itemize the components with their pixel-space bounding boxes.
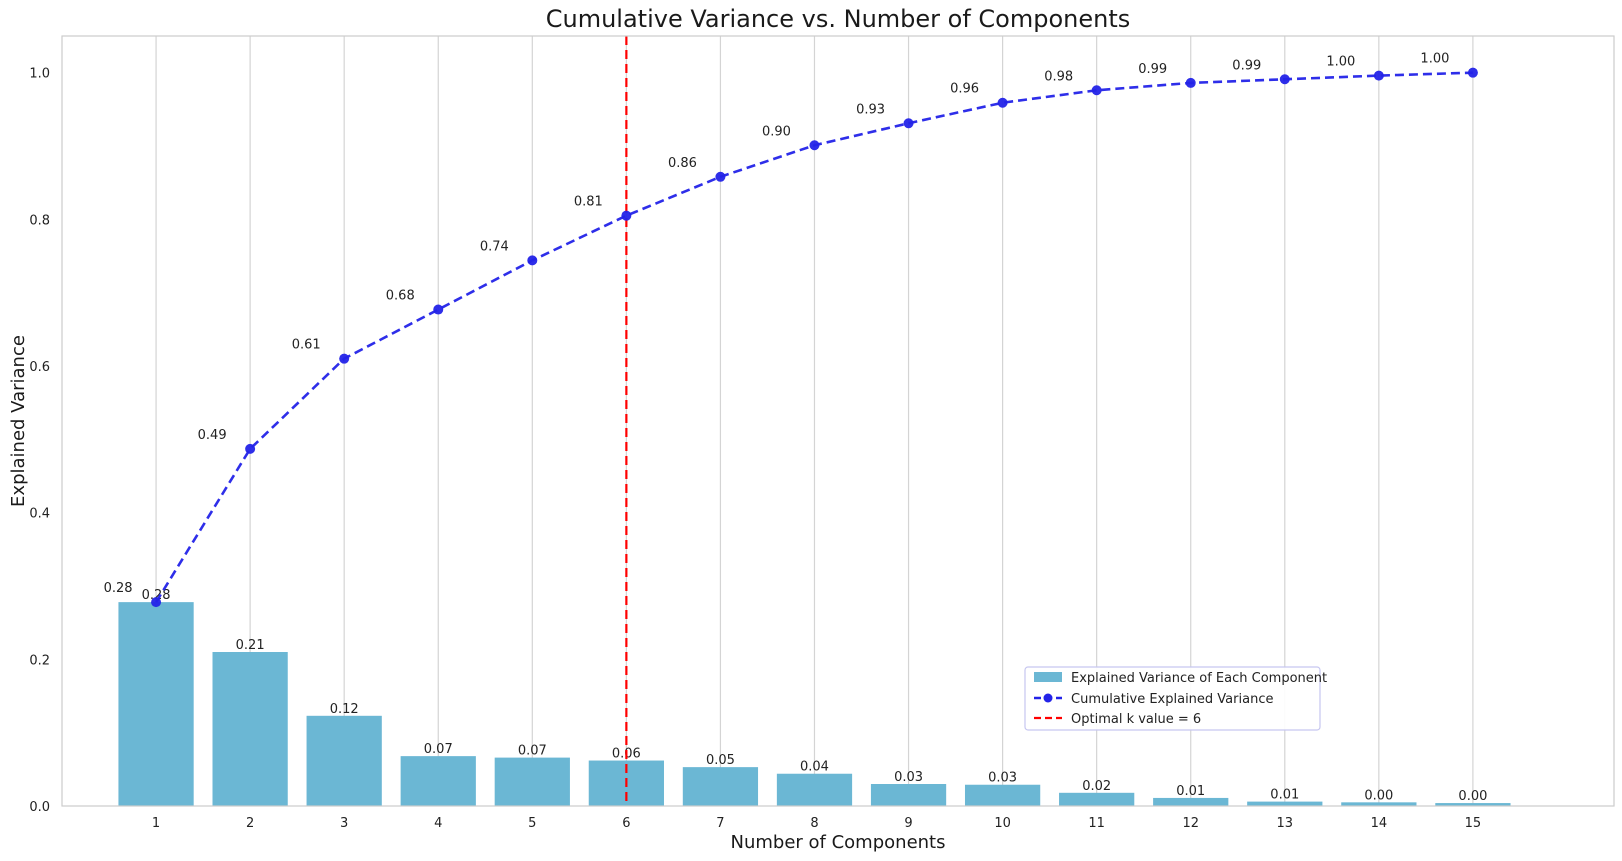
bar xyxy=(400,756,476,806)
bar-data-labels: 0.280.210.120.070.070.060.050.040.030.03… xyxy=(142,588,1488,804)
cumulative-value-label: 0.93 xyxy=(856,102,885,117)
bar-value-label: 0.12 xyxy=(330,702,359,717)
bar-series xyxy=(118,602,1511,806)
x-axis-label: Number of Components xyxy=(731,832,946,853)
bar-value-label: 0.04 xyxy=(800,760,829,775)
bar xyxy=(306,715,382,806)
y-tick-label: 0.0 xyxy=(29,800,50,815)
bar xyxy=(1435,803,1511,806)
cumulative-value-label: 0.28 xyxy=(104,581,133,596)
cumulative-value-label: 0.61 xyxy=(292,338,321,353)
cumulative-value-label: 1.00 xyxy=(1326,55,1355,70)
cumulative-data-labels: 0.28 0.49 0.61 0.68 0.74 0.81 0.86 0.90 0.93 0.96… xyxy=(104,52,1450,596)
cumulative-value-label: 0.98 xyxy=(1044,69,1073,84)
cumulative-marker xyxy=(151,597,162,608)
legend-vline-label: Optimal k value = 6 xyxy=(1071,712,1201,727)
bar xyxy=(776,773,853,806)
x-tick-label: 8 xyxy=(810,816,818,831)
bar xyxy=(494,757,570,806)
y-axis-label: Explained Variance xyxy=(8,335,29,507)
cumulative-marker xyxy=(809,140,820,151)
cumulative-marker xyxy=(1185,77,1196,88)
cumulative-marker xyxy=(433,304,444,315)
x-tick-label: 13 xyxy=(1277,816,1294,831)
cumulative-marker xyxy=(715,171,726,182)
x-tick-label: 6 xyxy=(622,816,630,831)
plot-background xyxy=(62,36,1614,806)
cumulative-marker xyxy=(1091,85,1102,96)
x-tick-label: 9 xyxy=(904,816,912,831)
cumulative-value-label: 0.96 xyxy=(950,82,979,97)
cumulative-markers xyxy=(151,67,1478,608)
y-tick-label: 1.0 xyxy=(29,67,50,82)
bar-value-label: 0.01 xyxy=(1176,784,1205,799)
x-tick-labels: 1 2 3 4 5 6 7 8 9 10 11 12 13 14 15 xyxy=(152,816,1481,831)
cumulative-marker xyxy=(527,255,538,266)
bar-value-label: 0.21 xyxy=(236,638,265,653)
x-tick-label: 7 xyxy=(716,816,724,831)
x-tick-label: 15 xyxy=(1465,816,1482,831)
bar-value-label: 0.03 xyxy=(988,771,1017,786)
bar-value-label: 0.03 xyxy=(894,770,923,785)
bar xyxy=(870,784,947,806)
cumulative-value-label: 0.90 xyxy=(762,124,791,139)
bar-value-label: 0.28 xyxy=(142,588,171,603)
cumulative-value-label: 0.68 xyxy=(386,289,415,304)
cumulative-marker xyxy=(1373,70,1384,81)
x-tick-label: 2 xyxy=(246,816,254,831)
x-tick-label: 11 xyxy=(1088,816,1105,831)
cumulative-value-label: 1.00 xyxy=(1420,52,1449,67)
bar xyxy=(1153,797,1229,806)
x-tick-label: 14 xyxy=(1371,816,1388,831)
bar xyxy=(1247,801,1323,806)
x-tick-label: 4 xyxy=(434,816,442,831)
plot-frame xyxy=(61,35,1615,807)
cumulative-marker xyxy=(903,118,914,129)
legend-line-marker xyxy=(1043,693,1053,703)
bar xyxy=(1059,792,1135,806)
x-tick-label: 10 xyxy=(994,816,1011,831)
cumulative-marker xyxy=(621,210,632,221)
bar xyxy=(682,767,759,806)
x-tick-label: 12 xyxy=(1182,816,1199,831)
x-tick-label: 1 xyxy=(152,816,160,831)
cumulative-value-label: 0.74 xyxy=(480,239,509,254)
bar-value-label: 0.07 xyxy=(518,744,547,759)
y-tick-label: 0.2 xyxy=(29,653,50,668)
bar xyxy=(1341,802,1417,806)
legend-bar-label: Explained Variance of Each Component xyxy=(1071,671,1327,686)
bar xyxy=(118,602,194,806)
chart-title: Cumulative Variance vs. Number of Compon… xyxy=(546,5,1131,33)
y-tick-labels: 0.0 0.2 0.4 0.6 0.8 1.0 xyxy=(29,67,50,815)
cumulative-marker xyxy=(339,353,350,364)
x-tick-label: 3 xyxy=(340,816,348,831)
bar-value-label: 0.00 xyxy=(1364,788,1393,803)
legend-line-label: Cumulative Explained Variance xyxy=(1071,692,1273,707)
cumulative-value-label: 0.81 xyxy=(574,195,603,210)
bar-value-label: 0.00 xyxy=(1458,789,1487,804)
cumulative-value-label: 0.99 xyxy=(1138,62,1167,77)
cumulative-marker xyxy=(245,443,256,454)
bar-value-label: 0.01 xyxy=(1270,788,1299,803)
legend: Explained Variance of Each Component Cum… xyxy=(1024,666,1327,731)
bar xyxy=(964,784,1041,806)
x-tick-label: 5 xyxy=(528,816,536,831)
legend-bar-swatch xyxy=(1034,672,1062,682)
bar-value-label: 0.07 xyxy=(424,742,453,757)
y-tick-label: 0.8 xyxy=(29,213,50,228)
bar-value-label: 0.02 xyxy=(1082,779,1111,794)
cumulative-marker xyxy=(997,97,1008,108)
y-tick-label: 0.6 xyxy=(29,360,50,375)
cumulative-value-label: 0.49 xyxy=(198,428,227,443)
cumulative-marker xyxy=(1279,74,1290,85)
bar-value-label: 0.05 xyxy=(706,753,735,768)
legend-frame xyxy=(1024,666,1321,731)
bar xyxy=(212,652,288,806)
cumulative-marker xyxy=(1467,67,1478,78)
cumulative-value-label: 0.86 xyxy=(668,156,697,171)
cumulative-value-label: 0.99 xyxy=(1232,58,1261,73)
y-tick-label: 0.4 xyxy=(29,507,50,522)
